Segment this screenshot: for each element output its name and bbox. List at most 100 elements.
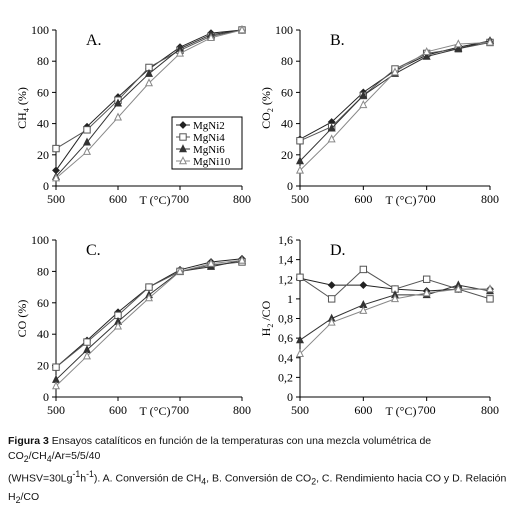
- series-mgni10: [295, 37, 495, 174]
- data-point: [454, 284, 463, 293]
- data-point: [52, 144, 60, 153]
- data-point: [113, 321, 123, 330]
- x-tick-label: 500: [291, 192, 309, 206]
- data-point: [295, 156, 305, 165]
- data-point: [454, 43, 463, 52]
- data-point: [51, 381, 61, 390]
- y-tick-label: 40: [37, 327, 49, 341]
- x-axis-label: T (°C): [140, 404, 171, 418]
- x-tick-label: 600: [354, 192, 372, 206]
- legend-marker: [178, 144, 188, 153]
- panel-label: A.: [86, 32, 102, 49]
- data-point: [175, 266, 185, 275]
- chart-panel-d: 0 0,2 0,4 0,6 0,8 1 1,2 1,4 1,6 500 600 700 800 T (°C…: [259, 233, 499, 418]
- y-axis-label: CO2 (%): [259, 87, 275, 129]
- caption-sup-1: -1: [72, 469, 81, 480]
- caption-label: Figura 3: [8, 435, 49, 447]
- data-point: [390, 67, 400, 76]
- y-tick-label: 20: [281, 148, 293, 162]
- data-point: [145, 283, 153, 291]
- y-tick-label: 0,2: [278, 370, 293, 384]
- y-tick-label: 0: [287, 179, 293, 193]
- caption-text-7: , B. Conversión de CO: [206, 472, 312, 485]
- x-tick-label: 800: [481, 192, 499, 206]
- y-tick-label: 1,6: [278, 233, 293, 247]
- data-point: [144, 68, 154, 77]
- series-mgni4: [296, 38, 494, 145]
- y-tick-label: 0: [43, 179, 49, 193]
- legend-entry: MgNi6: [176, 144, 225, 156]
- x-tick-label: 700: [171, 192, 189, 206]
- data-point: [454, 39, 463, 48]
- x-tick-label: 500: [47, 403, 65, 417]
- data-point: [144, 293, 154, 302]
- series-mgni10: [51, 255, 247, 390]
- y-axis-label: H2 /CO: [259, 300, 275, 336]
- caption-line-2: (WHSV=30Lg-1h-1). A. Conversión de CH4, …: [8, 467, 518, 508]
- data-point: [51, 173, 61, 182]
- data-point: [113, 98, 123, 107]
- y-tick-label: 80: [281, 54, 293, 68]
- y-tick-label: 40: [37, 117, 49, 131]
- caption-sub-1: 2: [23, 454, 29, 465]
- panel-label: C.: [86, 242, 101, 259]
- y-tick-label: 0: [287, 390, 293, 404]
- caption-sub-2: 4: [46, 454, 52, 465]
- data-point: [82, 146, 92, 155]
- y-tick-label: 80: [37, 54, 49, 68]
- data-point: [175, 48, 185, 57]
- data-point: [359, 281, 368, 290]
- panel-label: D.: [330, 242, 346, 259]
- data-point: [422, 51, 431, 60]
- caption-text-3: /Ar=5/5/40: [51, 450, 101, 462]
- caption-text-2: /CH: [28, 450, 47, 462]
- legend-entry: MgNi4: [176, 132, 225, 144]
- data-point: [237, 255, 247, 264]
- figure-caption: Figura 3 Ensayos catalíticos en función …: [8, 434, 518, 508]
- caption-text-4: (WHSV=30Lg: [8, 472, 73, 485]
- y-tick-label: 1,2: [278, 272, 293, 286]
- data-point: [206, 258, 216, 267]
- series-line: [55, 258, 243, 368]
- y-axis-label: CO (%): [15, 300, 29, 338]
- x-axis-label: T (°C): [386, 404, 417, 418]
- y-tick-label: 0,8: [278, 312, 293, 326]
- series-mgni10: [295, 284, 495, 358]
- data-point: [295, 165, 305, 174]
- chart-panel-a: 0 20 40 60 80 100 500 600 700 800 T (°C) CH4 (%) A. M…: [15, 23, 251, 207]
- series-mgni4: [52, 258, 246, 371]
- caption-text-9: /CO: [20, 490, 40, 503]
- y-tick-label: 100: [31, 233, 49, 247]
- caption-sup-2: -1: [86, 469, 94, 480]
- y-tick-label: 20: [37, 359, 49, 373]
- data-point: [83, 126, 91, 134]
- data-point: [359, 305, 368, 314]
- data-point: [206, 32, 216, 41]
- x-axis-label: T (°C): [386, 193, 417, 207]
- data-point: [327, 134, 336, 143]
- data-point: [486, 295, 494, 303]
- x-tick-label: 600: [109, 192, 127, 206]
- data-point: [82, 137, 92, 146]
- caption-line-1: Figura 3 Ensayos catalíticos en función …: [8, 434, 518, 467]
- data-point: [113, 112, 123, 121]
- series-line: [55, 259, 243, 381]
- caption-text-6: ). A. Conversión de CH: [93, 472, 202, 485]
- legend-entry: MgNi2: [176, 120, 225, 132]
- chart-panel-c: 0 20 40 60 80 100 500 600 700 800 T (°C) CO (%) C.: [15, 233, 251, 418]
- data-point: [327, 123, 336, 132]
- data-point: [359, 100, 368, 109]
- data-point: [485, 37, 495, 46]
- y-tick-label: 60: [281, 85, 293, 99]
- x-tick-label: 700: [418, 403, 436, 417]
- series-mgni2: [296, 37, 494, 144]
- legend-label: MgNi2: [193, 120, 225, 132]
- legend-marker: [178, 156, 188, 165]
- x-tick-label: 500: [47, 192, 65, 206]
- legend-entry: MgNi10: [176, 156, 231, 168]
- data-point: [359, 265, 368, 274]
- x-axis-label: T (°C): [140, 193, 171, 207]
- x-tick-label: 500: [291, 403, 309, 417]
